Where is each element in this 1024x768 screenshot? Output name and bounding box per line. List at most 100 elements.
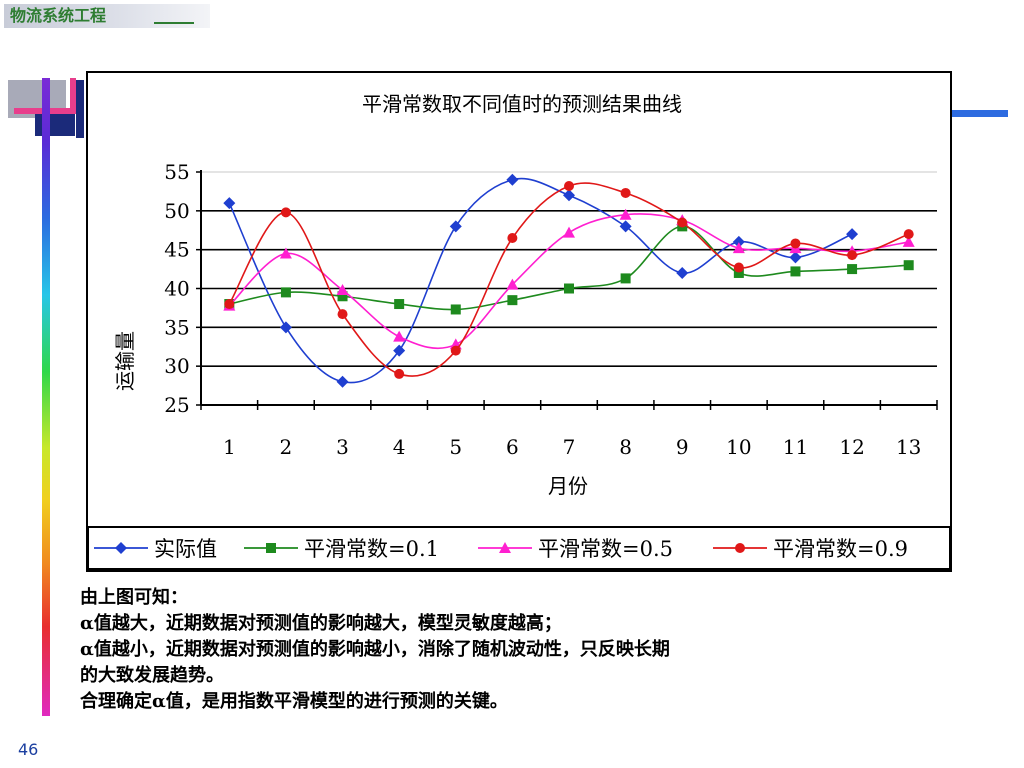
page-number: 46 xyxy=(18,740,39,759)
data-point-circle xyxy=(677,217,688,228)
axes xyxy=(196,170,938,410)
y-tick-label: 35 xyxy=(164,315,189,339)
x-tick-label: 11 xyxy=(783,435,808,459)
note-line-2: α值越大，近期数据对预测值的影响越大，模型灵敏度越高； xyxy=(80,613,562,634)
legend: 实际值 平滑常数=0.1 平滑常数=0.5 平滑常数=0.9 xyxy=(94,537,908,561)
y-tick-labels: 25 30 35 40 45 50 55 xyxy=(164,160,189,417)
x-tick-label: 4 xyxy=(393,435,406,459)
deco-navy-vertical xyxy=(76,80,84,138)
x-tick-label: 1 xyxy=(223,435,236,459)
x-tick-label: 13 xyxy=(896,435,921,459)
data-point-circle xyxy=(507,233,518,244)
note-line-3: α值越小，近期数据对预测值的影响越小，消除了随机波动性，只反映长期 xyxy=(80,639,670,660)
y-tick-label: 50 xyxy=(164,199,189,223)
data-point-triangle xyxy=(902,235,915,247)
chart-border xyxy=(86,71,952,572)
data-point-circle xyxy=(450,345,461,356)
data-point-square xyxy=(620,273,631,284)
data-point-triangle xyxy=(563,226,575,238)
data-point-square xyxy=(733,267,744,278)
data-point-triangle xyxy=(619,208,632,220)
data-point-diamond xyxy=(115,542,127,554)
y-tick-label: 45 xyxy=(164,238,189,262)
data-point-diamond xyxy=(676,266,689,279)
x-axis-label: 月份 xyxy=(548,474,588,498)
data-point-diamond xyxy=(563,189,575,202)
data-point-diamond xyxy=(223,197,236,210)
header-title-text: 物流系统工程 xyxy=(10,6,107,25)
x-tick-label: 5 xyxy=(449,435,462,459)
data-point-circle xyxy=(394,368,405,379)
series-4 xyxy=(224,180,914,379)
header-title: 物流系统工程 xyxy=(4,4,210,28)
grid-lines xyxy=(201,171,937,367)
x-tick-label: 3 xyxy=(336,435,349,459)
y-tick-label: 55 xyxy=(164,160,189,184)
data-point-square xyxy=(450,304,461,315)
data-point-square xyxy=(266,543,276,553)
data-point-diamond xyxy=(619,220,632,233)
legend-label: 平滑常数=0.5 xyxy=(538,537,673,561)
chart-title: 平滑常数取不同值时的预测结果曲线 xyxy=(362,92,682,116)
data-point-square xyxy=(847,264,858,275)
data-point-circle xyxy=(733,262,744,273)
x-tick-label: 10 xyxy=(726,435,751,459)
note-line-1: 由上图可知： xyxy=(80,587,188,608)
data-point-square xyxy=(280,287,291,298)
data-point-circle xyxy=(224,299,235,310)
header-underline xyxy=(154,22,194,24)
data-point-diamond xyxy=(732,235,745,248)
x-tick-labels: 1 2 3 4 5 6 7 8 9 10 11 12 13 xyxy=(223,435,921,459)
data-point-diamond xyxy=(393,344,406,357)
rainbow-stripe xyxy=(42,78,50,716)
x-tick-label: 7 xyxy=(563,435,576,459)
data-point-diamond xyxy=(336,375,349,388)
note-line-4: 的大致发展趋势。 xyxy=(80,665,224,686)
data-point-triangle xyxy=(336,284,349,296)
deco-pink-vertical xyxy=(70,78,76,112)
data-point-circle xyxy=(564,180,574,191)
x-tick-label: 2 xyxy=(280,435,293,459)
legend-label: 实际值 xyxy=(154,537,217,561)
legend-item-4: 平滑常数=0.9 xyxy=(713,537,908,561)
data-point-square xyxy=(564,283,574,294)
legend-label: 平滑常数=0.9 xyxy=(773,537,908,561)
data-point-triangle xyxy=(506,278,519,290)
blue-accent-bar xyxy=(952,110,1008,117)
y-tick-label: 40 xyxy=(164,277,189,301)
y-tick-label: 30 xyxy=(164,354,189,378)
legend-item-1: 实际值 xyxy=(94,537,217,561)
data-point-circle xyxy=(280,207,291,218)
data-point-triangle xyxy=(499,542,511,553)
series-line xyxy=(228,182,909,377)
data-point-circle xyxy=(735,543,745,553)
deco-navy-block xyxy=(35,112,75,136)
data-point-square xyxy=(394,299,405,310)
y-axis-label: 运输量 xyxy=(113,331,137,391)
data-point-diamond xyxy=(449,220,462,233)
legend-item-2: 平滑常数=0.1 xyxy=(244,537,439,561)
data-point-square xyxy=(337,291,348,302)
x-tick-label: 6 xyxy=(506,435,519,459)
data-point-circle xyxy=(903,229,914,240)
data-point-diamond xyxy=(846,228,859,241)
x-tick-label: 12 xyxy=(839,435,864,459)
data-point-diamond xyxy=(789,251,802,264)
data-point-square xyxy=(903,260,914,271)
notes-text: 由上图可知： α值越大，近期数据对预测值的影响越大，模型灵敏度越高； α值越小，… xyxy=(80,585,960,715)
legend-label: 平滑常数=0.1 xyxy=(304,537,439,561)
legend-item-3: 平滑常数=0.5 xyxy=(478,537,673,561)
data-point-triangle xyxy=(279,247,292,259)
data-point-triangle xyxy=(732,242,745,254)
note-line-5: 合理确定α值，是用指数平滑模型的进行预测的关键。 xyxy=(80,691,508,712)
data-point-circle xyxy=(620,187,631,198)
series-lines xyxy=(223,173,915,388)
data-point-circle xyxy=(847,250,858,261)
data-point-square xyxy=(507,295,518,306)
data-point-triangle xyxy=(393,330,406,342)
data-point-square xyxy=(790,266,801,277)
series-1 xyxy=(223,173,859,388)
x-tick-label: 8 xyxy=(619,435,632,459)
